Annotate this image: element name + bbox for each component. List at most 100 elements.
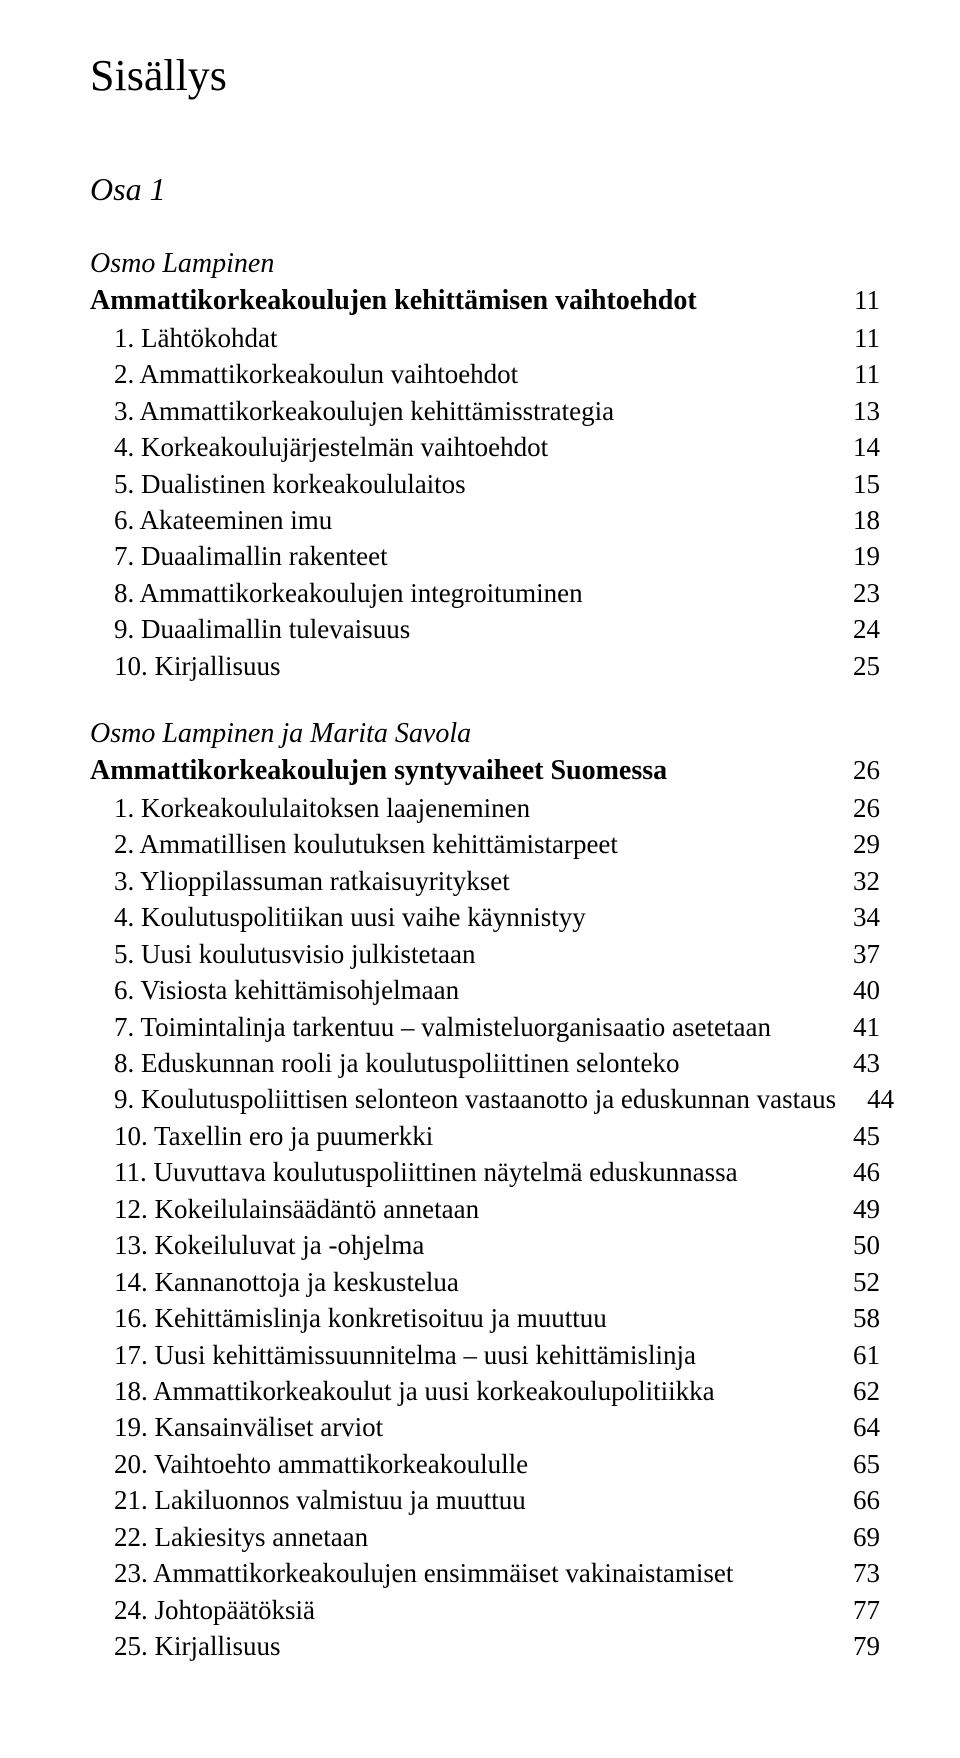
toc-entry: 6. Visiosta kehittämisohjelmaan 40 xyxy=(114,972,880,1008)
toc-entry: 1. Korkeakoululaitoksen laajeneminen 26 xyxy=(114,790,880,826)
toc-entry: 11. Uuvuttava koulutuspoliittinen näytel… xyxy=(114,1154,880,1190)
chapter-title: Ammattikorkeakoulujen syntyvaiheet Suome… xyxy=(90,752,667,790)
entry-label: 24. Johtopäätöksiä xyxy=(114,1592,315,1628)
toc-entry: 24. Johtopäätöksiä 77 xyxy=(114,1592,880,1628)
entry-label: 19. Kansainväliset arviot xyxy=(114,1409,383,1445)
entry-label: 20. Vaihtoehto ammattikorkeakoululle xyxy=(114,1446,528,1482)
entry-label: 25. Kirjallisuus xyxy=(114,1628,281,1664)
chapter-title-line: Ammattikorkeakoulujen syntyvaiheet Suome… xyxy=(90,752,880,790)
page-number: 11 xyxy=(840,320,880,356)
toc-entry: 5. Uusi koulutusvisio julkistetaan 37 xyxy=(114,936,880,972)
entry-label: 10. Taxellin ero ja puumerkki xyxy=(114,1118,433,1154)
page-number: 23 xyxy=(840,575,880,611)
entry-label: 22. Lakiesitys annetaan xyxy=(114,1519,368,1555)
entry-label: 9. Koulutuspoliittisen selonteon vastaan… xyxy=(114,1081,836,1117)
chapter-title-line: Ammattikorkeakoulujen kehittämisen vaiht… xyxy=(90,282,880,320)
toc-entry: 2. Ammatillisen koulutuksen kehittämista… xyxy=(114,826,880,862)
page-number: 13 xyxy=(840,393,880,429)
page-number: 66 xyxy=(840,1482,880,1518)
entry-label: 6. Visiosta kehittämisohjelmaan xyxy=(114,972,459,1008)
chapter-block: Osmo Lampinen Ammattikorkeakoulujen kehi… xyxy=(90,248,880,684)
entry-label: 8. Ammattikorkeakoulujen integroituminen xyxy=(114,575,583,611)
entry-label: 17. Uusi kehittämissuunnitelma – uusi ke… xyxy=(114,1337,696,1373)
page-number: 64 xyxy=(840,1409,880,1445)
page-number: 25 xyxy=(840,648,880,684)
entry-label: 18. Ammattikorkeakoulut ja uusi korkeako… xyxy=(114,1373,715,1409)
entry-label: 2. Ammatillisen koulutuksen kehittämista… xyxy=(114,826,618,862)
toc-entry: 20. Vaihtoehto ammattikorkeakoululle 65 xyxy=(114,1446,880,1482)
toc-entry: 7. Duaalimallin rakenteet19 xyxy=(114,538,880,574)
toc-entry: 13. Kokeiluluvat ja -ohjelma 50 xyxy=(114,1227,880,1263)
toc-entry: 10. Kirjallisuus25 xyxy=(114,648,880,684)
entry-label: 7. Toimintalinja tarkentuu – valmisteluo… xyxy=(114,1009,771,1045)
page-number: 46 xyxy=(840,1154,880,1190)
toc-entry: 16. Kehittämislinja konkretisoituu ja mu… xyxy=(114,1300,880,1336)
chapter-author: Osmo Lampinen ja Marita Savola xyxy=(90,718,880,750)
page-number: 44 xyxy=(854,1081,894,1117)
toc-entry: 17. Uusi kehittämissuunnitelma – uusi ke… xyxy=(114,1337,880,1373)
page-number: 40 xyxy=(840,972,880,1008)
page-number: 34 xyxy=(840,899,880,935)
page-number: 73 xyxy=(840,1555,880,1591)
page-number: 11 xyxy=(840,356,880,392)
part-heading: Osa 1 xyxy=(90,171,880,208)
toc-entry: 7. Toimintalinja tarkentuu – valmisteluo… xyxy=(114,1009,880,1045)
entry-label: 1. Korkeakoululaitoksen laajeneminen xyxy=(114,790,530,826)
toc-entry: 2. Ammattikorkeakoulun vaihtoehdot 11 xyxy=(114,356,880,392)
page-number: 58 xyxy=(840,1300,880,1336)
page-number: 43 xyxy=(840,1045,880,1081)
entry-label: 8. Eduskunnan rooli ja koulutuspoliittin… xyxy=(114,1045,679,1081)
chapter-title: Ammattikorkeakoulujen kehittämisen vaiht… xyxy=(90,282,697,320)
entry-label: 16. Kehittämislinja konkretisoituu ja mu… xyxy=(114,1300,607,1336)
toc-entry: 9. Koulutuspoliittisen selonteon vastaan… xyxy=(114,1081,880,1117)
page-number: 65 xyxy=(840,1446,880,1482)
page-number: 37 xyxy=(840,936,880,972)
toc-entry: 1. Lähtökohdat 11 xyxy=(114,320,880,356)
toc-entry: 3. Ylioppilassuman ratkaisuyritykset 32 xyxy=(114,863,880,899)
entry-label: 4. Koulutuspolitiikan uusi vaihe käynnis… xyxy=(114,899,586,935)
toc-entry: 5. Dualistinen korkeakoululaitos15 xyxy=(114,466,880,502)
toc-entry: 19. Kansainväliset arviot 64 xyxy=(114,1409,880,1445)
toc-entry: 10. Taxellin ero ja puumerkki 45 xyxy=(114,1118,880,1154)
entry-label: 6. Akateeminen imu xyxy=(114,502,332,538)
page-number: 50 xyxy=(840,1227,880,1263)
entry-label: 7. Duaalimallin rakenteet xyxy=(114,538,388,574)
page-number: 32 xyxy=(840,863,880,899)
page-number: 61 xyxy=(840,1337,880,1373)
entry-label: 4. Korkeakoulujärjestelmän vaihtoehdot xyxy=(114,429,548,465)
entry-label: 21. Lakiluonnos valmistuu ja muuttuu xyxy=(114,1482,526,1518)
page-number: 49 xyxy=(840,1191,880,1227)
toc-entry: 3. Ammattikorkeakoulujen kehittämisstrat… xyxy=(114,393,880,429)
chapter-block: Osmo Lampinen ja Marita Savola Ammattiko… xyxy=(90,718,880,1664)
entry-label: 13. Kokeiluluvat ja -ohjelma xyxy=(114,1227,424,1263)
page-number: 41 xyxy=(840,1009,880,1045)
page-number: 18 xyxy=(840,502,880,538)
page-number: 11 xyxy=(840,282,880,318)
page-number: 26 xyxy=(840,752,880,788)
entry-label: 5. Uusi koulutusvisio julkistetaan xyxy=(114,936,476,972)
entry-label: 1. Lähtökohdat xyxy=(114,320,277,356)
page-number: 52 xyxy=(840,1264,880,1300)
toc-entry: 18. Ammattikorkeakoulut ja uusi korkeako… xyxy=(114,1373,880,1409)
toc-entry: 21. Lakiluonnos valmistuu ja muuttuu 66 xyxy=(114,1482,880,1518)
toc-entry: 6. Akateeminen imu 18 xyxy=(114,502,880,538)
toc-entry: 4. Koulutuspolitiikan uusi vaihe käynnis… xyxy=(114,899,880,935)
page-number: 14 xyxy=(840,429,880,465)
page-number: 69 xyxy=(840,1519,880,1555)
page-number: 15 xyxy=(840,466,880,502)
page-number: 79 xyxy=(840,1628,880,1664)
toc-entry: 8. Ammattikorkeakoulujen integroituminen… xyxy=(114,575,880,611)
toc-entry: 22. Lakiesitys annetaan 69 xyxy=(114,1519,880,1555)
page-number: 45 xyxy=(840,1118,880,1154)
page-number: 62 xyxy=(840,1373,880,1409)
toc-entry: 9. Duaalimallin tulevaisuus24 xyxy=(114,611,880,647)
entries-list: 1. Korkeakoululaitoksen laajeneminen 26 2… xyxy=(90,790,880,1665)
page-number: 24 xyxy=(840,611,880,647)
entries-list: 1. Lähtökohdat 11 2. Ammattikorkeakoulun … xyxy=(90,320,880,684)
entry-label: 2. Ammattikorkeakoulun vaihtoehdot xyxy=(114,356,518,392)
page-number: 77 xyxy=(840,1592,880,1628)
toc-page: Sisällys Osa 1 Osmo Lampinen Ammattikork… xyxy=(0,0,960,1758)
page-number: 26 xyxy=(840,790,880,826)
entry-label: 3. Ylioppilassuman ratkaisuyritykset xyxy=(114,863,510,899)
entry-label: 12. Kokeilulainsäädäntö annetaan xyxy=(114,1191,479,1227)
